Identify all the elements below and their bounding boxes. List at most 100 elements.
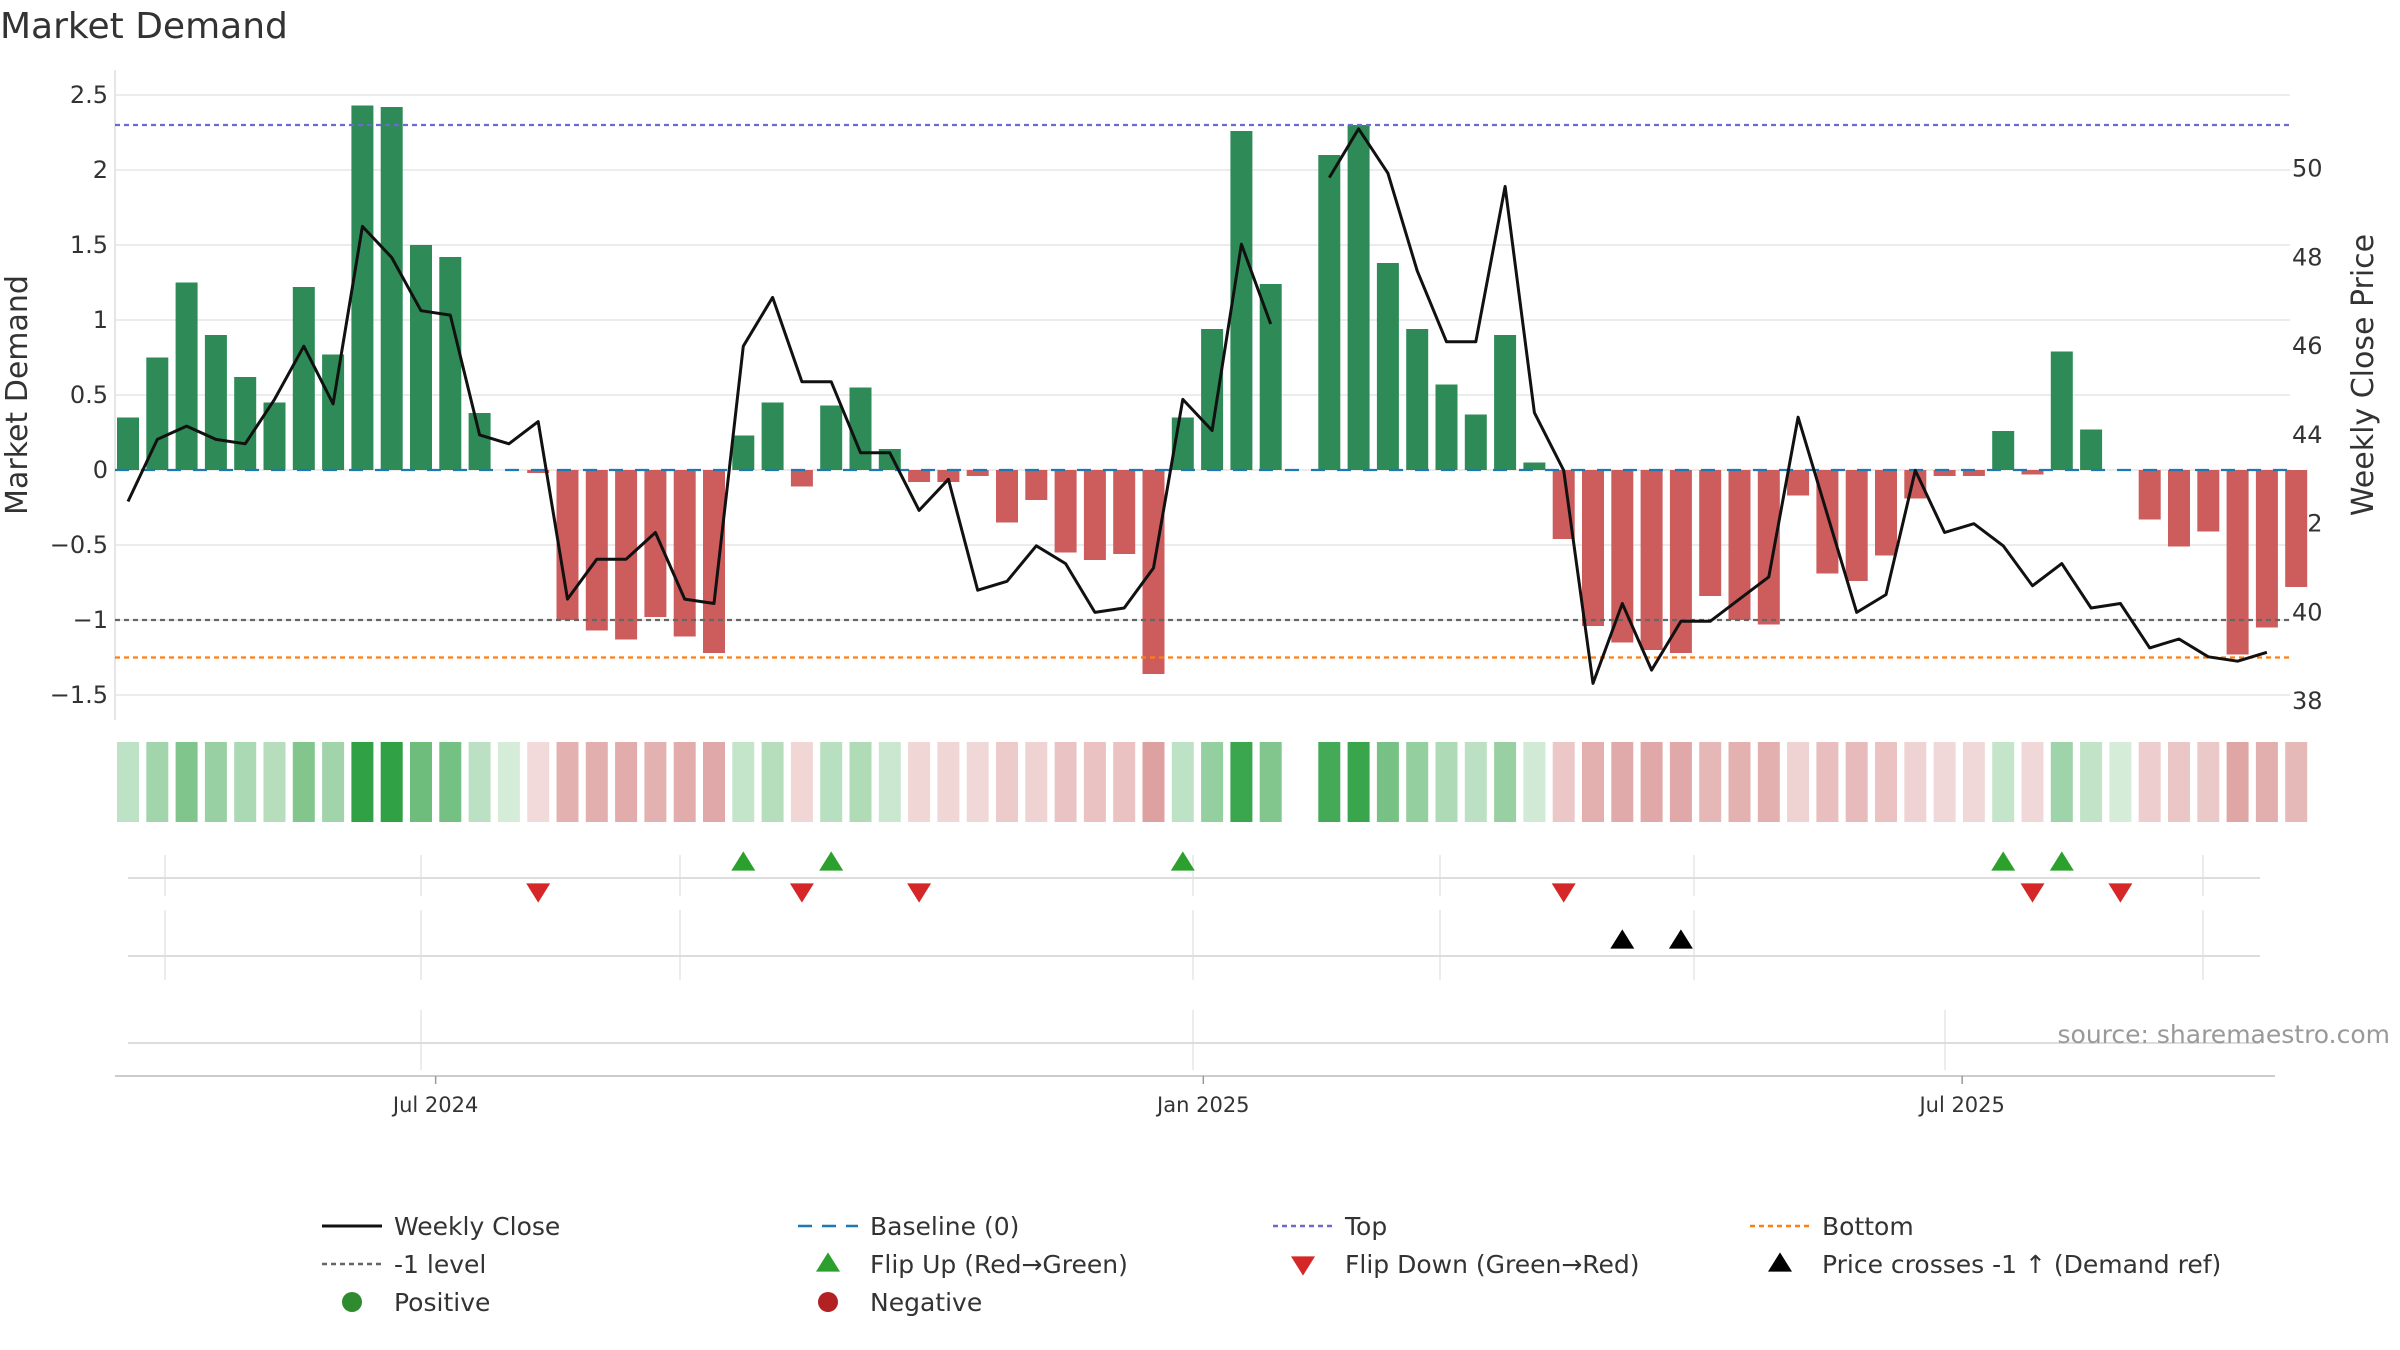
demand-bar-23 [790, 470, 813, 487]
heat-cell-9 [380, 742, 403, 822]
heat-cell-31 [1025, 742, 1048, 822]
demand-bar-65 [2021, 470, 2044, 475]
heat-cell-29 [966, 742, 989, 822]
flip-up-marker-0 [731, 851, 756, 871]
heat-cell-7 [322, 742, 345, 822]
heat-cell-45 [1435, 742, 1458, 822]
heat-cell-15 [556, 742, 579, 822]
legend-label-6: Flip Down (Green→Red) [1345, 1250, 1640, 1279]
demand-bar-31 [1025, 470, 1048, 500]
heat-cell-33 [1083, 742, 1106, 822]
demand-bar-3 [204, 335, 227, 470]
y-axis-label-right: Weekly Close Price [2346, 234, 2381, 516]
demand-bar-7 [322, 354, 345, 470]
heat-cell-4 [234, 742, 257, 822]
demand-bar-73 [2255, 470, 2278, 628]
legend-swatch-9 [818, 1292, 838, 1312]
legend-label-3: Bottom [1822, 1212, 1914, 1241]
flip-up-marker-1 [819, 851, 844, 871]
heat-cell-21 [732, 742, 755, 822]
price-cross-marker-1 [1668, 929, 1693, 949]
heat-cell-12 [468, 742, 491, 822]
demand-bar-43 [1376, 263, 1399, 470]
flip-up-marker-2 [1170, 851, 1195, 871]
heat-cell-36 [1171, 742, 1194, 822]
heat-cell-74 [2285, 742, 2308, 822]
heat-cell-57 [1787, 742, 1810, 822]
legend-label-0: Weekly Close [394, 1212, 560, 1241]
demand-bar-49 [1552, 470, 1575, 539]
legend-label-8: Positive [394, 1288, 490, 1317]
heat-cell-72 [2226, 742, 2249, 822]
legend-label-1: Baseline (0) [870, 1212, 1019, 1241]
heat-cell-14 [527, 742, 550, 822]
flip-down-marker-5 [2108, 883, 2133, 903]
demand-bar-42 [1347, 125, 1370, 470]
heat-cell-68 [2109, 742, 2132, 822]
demand-bar-20 [703, 470, 725, 653]
heat-cell-65 [2021, 742, 2044, 822]
demand-bar-37 [1201, 329, 1224, 470]
demand-bar-54 [1699, 470, 1722, 596]
right-tick-label-0: 50 [2292, 155, 2323, 183]
legend-label-4: -1 level [394, 1250, 486, 1279]
legend-swatch-7 [1768, 1252, 1792, 1272]
demand-bar-0 [117, 417, 139, 470]
demand-bar-53 [1669, 470, 1692, 653]
heat-cell-17 [615, 742, 638, 822]
demand-bar-29 [966, 470, 989, 476]
demand-bar-66 [2050, 351, 2073, 470]
flip-down-marker-3 [1551, 883, 1576, 903]
demand-bar-46 [1464, 414, 1487, 470]
demand-bar-24 [820, 405, 843, 470]
heat-cell-27 [908, 742, 931, 822]
heat-cell-69 [2138, 742, 2161, 822]
flip-up-marker-4 [2049, 851, 2074, 871]
heat-cell-34 [1113, 742, 1136, 822]
demand-bar-39 [1259, 284, 1282, 470]
demand-bar-72 [2226, 470, 2249, 655]
demand-bar-2 [175, 282, 198, 470]
demand-bar-28 [937, 470, 960, 482]
weekly-close-line-1 [1328, 127, 2268, 685]
right-tick-label-5: 40 [2292, 598, 2323, 626]
source-credit: source: sharemaestro.com [2057, 1020, 2391, 1049]
left-tick-label-0: 2.5 [70, 81, 108, 109]
left-tick-label-4: 0.5 [70, 381, 108, 409]
heat-cell-58 [1816, 742, 1839, 822]
heat-cell-19 [673, 742, 696, 822]
demand-bar-11 [439, 257, 462, 470]
heat-cell-11 [439, 742, 462, 822]
demand-bar-45 [1435, 384, 1458, 470]
left-tick-label-1: 2 [93, 156, 108, 184]
demand-bar-17 [615, 470, 638, 640]
heat-cell-23 [790, 742, 813, 822]
x-tick-label-1: Jan 2025 [1155, 1093, 1250, 1117]
heat-cell-10 [410, 742, 432, 822]
demand-bar-21 [732, 435, 755, 470]
heat-cell-43 [1376, 742, 1399, 822]
demand-bar-69 [2138, 470, 2161, 520]
demand-bar-30 [996, 470, 1018, 523]
heat-cell-70 [2168, 742, 2190, 822]
heat-cell-2 [175, 742, 198, 822]
demand-bar-16 [585, 470, 608, 631]
heat-cell-71 [2197, 742, 2220, 822]
heat-cell-54 [1699, 742, 1722, 822]
price-cross-marker-0 [1610, 929, 1635, 949]
legend-label-7: Price crosses -1 ↑ (Demand ref) [1822, 1250, 2221, 1279]
x-tick-label-2: Jul 2025 [1917, 1093, 2004, 1117]
demand-bar-32 [1054, 470, 1077, 553]
right-tick-label-1: 48 [2292, 243, 2323, 271]
demand-bar-51 [1611, 470, 1634, 643]
flip-down-marker-1 [789, 883, 814, 903]
left-tick-label-8: −1.5 [50, 681, 108, 709]
demand-bar-71 [2197, 470, 2220, 532]
demand-bar-74 [2285, 470, 2308, 587]
demand-bar-50 [1582, 470, 1604, 626]
heat-cell-62 [1933, 742, 1956, 822]
heat-cell-0 [117, 742, 139, 822]
flip-down-marker-2 [907, 883, 932, 903]
demand-bar-1 [146, 357, 169, 470]
heat-cell-18 [644, 742, 667, 822]
